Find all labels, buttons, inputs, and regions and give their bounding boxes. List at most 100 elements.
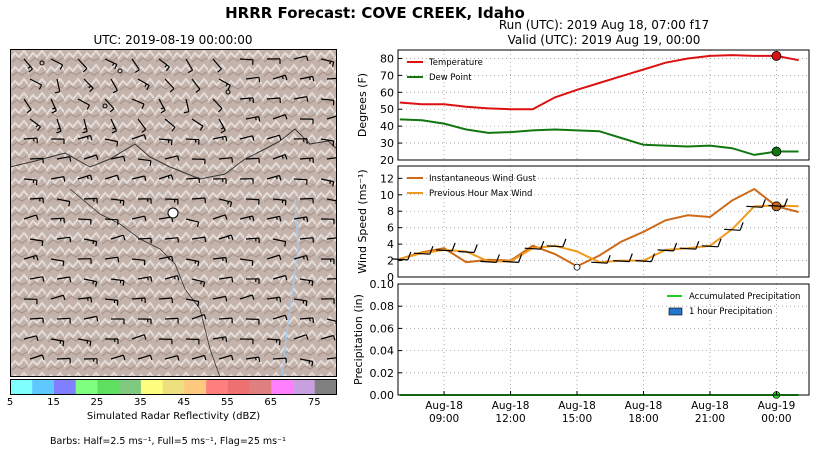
wind-barb (272, 198, 287, 206)
wind-barb (23, 298, 38, 305)
map-frame (10, 49, 337, 377)
colorbar-cell (53, 379, 76, 395)
y-axis-label: Precipitation (in) (352, 294, 365, 385)
wind-barb (613, 253, 633, 263)
wind-barb (320, 138, 335, 147)
plot-frame (397, 165, 810, 278)
wind-barb (77, 218, 92, 225)
wind-barb (82, 118, 88, 134)
y-tick-label: 40 (380, 120, 394, 133)
map-title: UTC: 2019-08-19 00:00:00 (93, 33, 253, 47)
wind-barb (137, 237, 152, 244)
wind-barb (436, 242, 456, 252)
wind-barb (164, 237, 179, 243)
wind-barb (110, 278, 125, 286)
colorbar-tick-label: 35 (134, 397, 147, 408)
wind-barb (218, 234, 234, 240)
wind-barb (164, 155, 180, 161)
wind-barb (50, 98, 57, 114)
y-tick-label: 80 (380, 52, 394, 65)
chart-panel-3: 0.00 0.02 0.04 0.06 0.08 0.10 Precipitation (i… (352, 278, 810, 402)
wind-barb (104, 58, 118, 70)
wind-barb (266, 254, 282, 261)
colorbar-ticks: 5 15 25 35 45 55 65 75 (0, 397, 340, 411)
wind-barb (245, 76, 261, 83)
figure-title: HRRR Forecast: COVE CREEK, Idaho (225, 4, 525, 22)
wind-barb (50, 176, 66, 182)
wind-barbs-timeseries (391, 198, 788, 264)
wind-barb (56, 236, 72, 243)
wind-barb (29, 238, 44, 247)
y-axis-label: Degrees (F) (356, 73, 369, 137)
wind-barb (137, 276, 153, 282)
colorbar-cell (162, 379, 185, 395)
wind-barb (77, 258, 92, 264)
wind-barb (701, 238, 722, 248)
y-tick-label: 12 (380, 172, 394, 185)
x-tick-label: Aug-18 (492, 400, 530, 412)
y-tick-label: 0.02 (370, 367, 395, 380)
x-tick-label: 00:00 (761, 413, 791, 425)
wind-barb (239, 338, 254, 345)
wind-barb (185, 258, 200, 267)
colorbar-label: Simulated Radar Reflectivity (dBZ) (86, 411, 261, 422)
plot-frame (397, 49, 810, 161)
wind-barb (320, 258, 335, 265)
wind-barb (218, 198, 233, 208)
y-axis-label: Wind Speed (ms⁻¹) (356, 169, 369, 273)
colorbar-cell (184, 379, 207, 395)
wind-barb (266, 58, 281, 64)
wind-barb (191, 197, 206, 203)
calm-wind-marker (102, 103, 108, 109)
wind-barb (724, 222, 744, 231)
colorbar-cell (10, 379, 33, 395)
chart-panel-1: 20 30 40 50 60 70 80 Degrees (F) Temperature Dew … (356, 49, 810, 167)
wind-barb (293, 96, 309, 102)
wind-barb (104, 256, 120, 263)
wind-barb (158, 174, 174, 180)
wind-barb (212, 295, 228, 302)
wind-barb (110, 198, 125, 206)
wind-barb (105, 338, 119, 344)
wind-barb (458, 244, 478, 254)
colorbar-cell (249, 379, 272, 395)
wind-barb (272, 74, 288, 81)
wind-barb (212, 256, 228, 263)
wind-barb (245, 116, 261, 122)
x-tick-label: 21:00 (695, 413, 725, 425)
wind-barb (191, 118, 204, 131)
legend-entry: 1 hour Precipitation (689, 307, 772, 317)
y-tick-label: 2 (387, 255, 394, 268)
wind-barb (185, 138, 200, 145)
x-tick-label: 09:00 (429, 413, 459, 425)
y-tick-label: 0.06 (370, 322, 395, 335)
y-tick-label: 10 (380, 189, 394, 202)
series-line-previous-hour-max-wind (399, 204, 799, 264)
wind-barb (245, 237, 260, 244)
wind-barb (56, 118, 62, 134)
wind-barb (110, 234, 126, 241)
wind-barb (245, 198, 260, 205)
series-line-instantaneous-wind-gust (399, 187, 799, 268)
y-tick-label: 60 (380, 86, 394, 99)
wind-barb (239, 178, 254, 184)
wind-barb (77, 58, 88, 73)
legend-entry: Previous Hour Max Wind (429, 189, 532, 199)
wind-barb (272, 154, 288, 160)
wind-barb (239, 258, 254, 266)
wind-barb (546, 238, 567, 248)
wind-barb (50, 58, 64, 70)
x-tick-label: Aug-19 (758, 400, 796, 412)
wind-barb (29, 276, 45, 282)
station-marker (167, 207, 179, 219)
wind-barb (131, 58, 140, 73)
y-tick-label: 30 (380, 137, 394, 150)
wind-barb (293, 178, 308, 185)
legend-entry: Dew Point (429, 73, 472, 83)
wind-barb (218, 276, 234, 283)
wind-barb (320, 58, 335, 67)
colorbar-cell (227, 379, 250, 395)
wind-barb (185, 218, 200, 228)
wind-barb (77, 338, 92, 347)
wind-barb (56, 198, 71, 207)
